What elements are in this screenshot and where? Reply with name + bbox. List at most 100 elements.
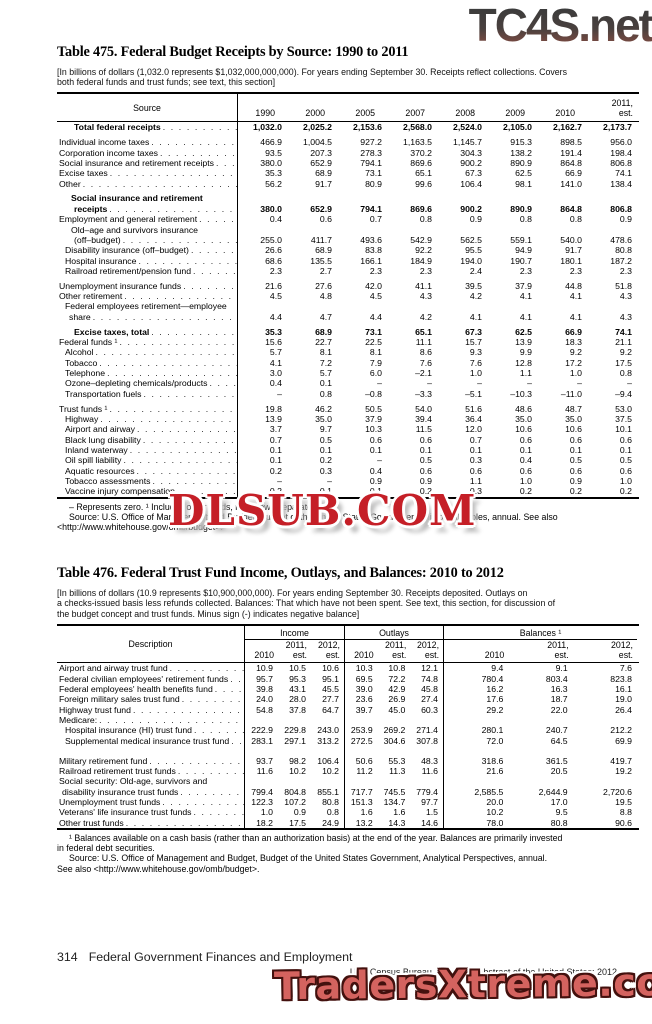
row-value bbox=[278, 715, 311, 725]
row-value: 48.6 bbox=[515, 403, 532, 414]
row-value: 0.9 bbox=[569, 475, 582, 486]
row-value: 0.3 bbox=[469, 455, 482, 466]
row-value: 151.3 bbox=[350, 797, 373, 808]
row-value: 17.6 bbox=[486, 694, 504, 705]
row-value: 35.0 bbox=[315, 413, 332, 424]
row-value: 35.0 bbox=[515, 413, 532, 424]
row-label: Tobacco bbox=[57, 357, 238, 368]
row-value: 0.9 bbox=[619, 214, 632, 225]
row-value: 14.6 bbox=[421, 817, 439, 828]
row-value: 0.4 bbox=[269, 378, 282, 389]
column-header-year: 2000 bbox=[305, 108, 325, 119]
row-value: 9.2 bbox=[619, 347, 632, 358]
row-value: 45.8 bbox=[421, 684, 439, 695]
leader-dots bbox=[105, 368, 237, 378]
row-label: Social security: Old-age, survivors and bbox=[57, 776, 245, 787]
row-value: 4.5 bbox=[269, 291, 282, 302]
footer-attribution: U.S. Census Bureau, Statistical Abstract… bbox=[349, 967, 617, 977]
row-value: 20.5 bbox=[550, 766, 568, 776]
row-value: 37.9 bbox=[515, 280, 532, 291]
row-value: 22.5 bbox=[365, 336, 382, 347]
row-value: 0.1 bbox=[319, 378, 332, 389]
leader-dots bbox=[91, 312, 237, 322]
leader-dots bbox=[228, 674, 244, 684]
row-value bbox=[410, 746, 443, 756]
row-value: 1.1 bbox=[469, 475, 482, 486]
table-row: Supplemental medical insurance trust fun… bbox=[57, 735, 639, 747]
row-label: Other trust funds bbox=[57, 817, 245, 829]
row-value: 864.8 bbox=[560, 157, 582, 168]
row-value: 0.9 bbox=[419, 475, 432, 486]
leader-dots bbox=[160, 797, 244, 807]
leader-dots bbox=[141, 389, 237, 399]
leader-dots bbox=[207, 378, 237, 388]
row-value bbox=[410, 776, 443, 786]
row-value: 10.8 bbox=[388, 663, 406, 674]
row-value: 7.9 bbox=[369, 357, 382, 368]
row-label: Oil spill liability bbox=[57, 455, 238, 466]
row-value: 98.2 bbox=[289, 755, 306, 766]
row-value: 717.7 bbox=[350, 786, 373, 797]
row-value: 62.5 bbox=[515, 168, 532, 179]
row-value: 4.4 bbox=[269, 311, 282, 322]
row-value bbox=[573, 746, 637, 756]
row-value: 66.9 bbox=[565, 168, 582, 179]
row-value bbox=[345, 746, 378, 756]
row-value: 0.2 bbox=[319, 455, 332, 466]
row-value: 0.8 bbox=[419, 214, 432, 225]
row-value: 122.3 bbox=[251, 797, 273, 808]
table-row: Railroad retirement trust funds 11.6 10.2 1… bbox=[57, 766, 639, 777]
row-value: –5.1 bbox=[465, 388, 482, 399]
leader-dots bbox=[213, 684, 244, 694]
row-value bbox=[378, 746, 411, 756]
row-value: 0.6 bbox=[569, 465, 582, 476]
footer-section-line: 314 Federal Government Finances and Emplo… bbox=[57, 950, 639, 964]
row-value bbox=[311, 746, 344, 756]
row-value: 3.7 bbox=[269, 424, 282, 435]
table-row-spacer bbox=[57, 322, 639, 327]
row-value: 0.7 bbox=[369, 214, 382, 225]
row-value: – bbox=[527, 378, 532, 389]
row-label: Excise taxes bbox=[57, 168, 238, 179]
row-value: 80.8 bbox=[550, 817, 568, 828]
row-value bbox=[311, 776, 344, 786]
row-label bbox=[57, 188, 238, 194]
table476-footnote: ¹ Balances available on a cash basis (ra… bbox=[57, 833, 563, 854]
watermark-tc4s: TC4S.net bbox=[468, 0, 652, 51]
table-row: Unemployment insurance funds 21.6 27.6 42.0… bbox=[57, 280, 639, 292]
row-value: 652.9 bbox=[310, 203, 332, 214]
row-value: 65.1 bbox=[415, 168, 432, 179]
row-value: 17.5 bbox=[289, 817, 306, 828]
row-label: Railroad retirement trust funds bbox=[57, 766, 245, 777]
row-value: 141.0 bbox=[560, 178, 582, 189]
row-value: 166.1 bbox=[360, 255, 382, 266]
leader-dots bbox=[135, 424, 237, 434]
row-value: 19.5 bbox=[615, 797, 632, 808]
row-value: 794.1 bbox=[360, 203, 382, 214]
row-label: Hospital insurance bbox=[57, 255, 238, 266]
row-value: 11.3 bbox=[389, 766, 406, 776]
row-value: 24.9 bbox=[322, 817, 339, 828]
watermark-tradersxtreme: TradersXtreme.com bbox=[273, 959, 652, 1009]
row-value: 0.6 bbox=[419, 434, 432, 445]
column-header-year: 2011, est. bbox=[285, 639, 307, 660]
row-value: 297.1 bbox=[284, 735, 306, 746]
table-row: Airport and airway 3.7 9.7 10.3 11.5 12.0 10.6… bbox=[57, 424, 639, 435]
leader-dots bbox=[197, 214, 237, 224]
row-value: 8.1 bbox=[319, 347, 332, 358]
row-value: 229.8 bbox=[284, 725, 306, 736]
table-row-spacer bbox=[57, 276, 639, 281]
table-row: share 4.4 4.7 4.4 4.2 4.1 4.1 4.1 4.3 bbox=[57, 311, 639, 323]
table-row: disability insurance trust funds 799.4 804… bbox=[57, 786, 639, 798]
row-value: 91.7 bbox=[315, 178, 332, 189]
row-value: 68.9 bbox=[315, 245, 332, 256]
leader-dots bbox=[97, 715, 244, 725]
leader-dots bbox=[192, 725, 244, 735]
row-label bbox=[57, 276, 238, 281]
row-label: Tobacco assessments bbox=[57, 475, 238, 487]
row-value: 0.2 bbox=[269, 465, 282, 476]
leader-dots bbox=[180, 694, 244, 704]
row-value: 180.1 bbox=[560, 255, 582, 266]
row-value: 35.0 bbox=[565, 413, 582, 424]
table-row: Tobacco assessments – – 0.9 0.9 1.1 1.0 0.9 1.0 bbox=[57, 475, 639, 487]
